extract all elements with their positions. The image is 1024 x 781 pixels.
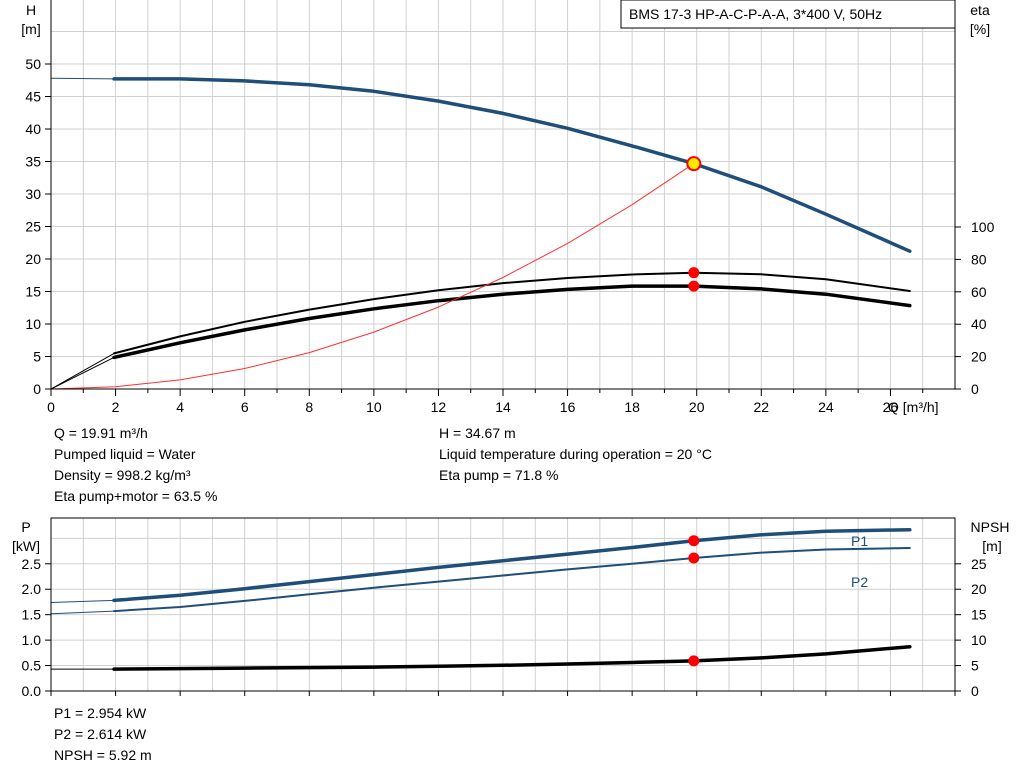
model-label-box (620, 0, 956, 29)
head-curve (112, 77, 912, 253)
x-tick-label: 16 (560, 399, 576, 415)
power-info: P1 = 2.954 kW P2 = 2.614 kW NPSH = 5.92 … (54, 703, 152, 766)
y-left-tick-label: 0.5 (22, 658, 42, 674)
p2-extension-line (50, 610, 115, 615)
operating-point-marker-1 (688, 552, 700, 564)
x-tick-label: 4 (176, 399, 184, 415)
y-right-axis-title: NPSH (971, 519, 1010, 535)
x-tick-label: 22 (753, 399, 769, 415)
eta_total-curve (112, 284, 912, 360)
p1-readout: P1 = 2.954 kW (54, 705, 147, 721)
y-left-tick-label: 1.5 (22, 607, 42, 623)
y-right-tick-label: 20 (971, 581, 987, 597)
y-right-axis-unit: [m] (982, 538, 1001, 554)
power-npsh-axes: 0.0 0.5 1.0 1.5 2.0 2.5 0 5 10 15 20 25 P [kW] NPSH [m] (12, 517, 1010, 699)
y-left-tick-label: 30 (25, 186, 41, 202)
x-tick-label: 10 (366, 399, 382, 415)
y-right-tick-label: 80 (971, 251, 987, 267)
duty-point-marker (686, 156, 702, 172)
y-left-tick-label: 35 (25, 154, 41, 170)
flow-readout: Q = 19.91 m³/h (54, 425, 148, 441)
npsh-readout: NPSH = 5.92 m (54, 747, 152, 763)
y-left-tick-label: 20 (25, 251, 41, 267)
liquid-temperature-readout: Liquid temperature during operation = 20… (439, 446, 712, 462)
p2-curve (113, 547, 911, 613)
y-right-axis-title: eta (970, 2, 990, 18)
y-left-axis-title: P (21, 519, 30, 535)
y-left-tick-label: 2.0 (22, 581, 42, 597)
p1-extension-line (50, 599, 115, 603)
y-left-tick-label: 50 (25, 56, 41, 72)
x-tick-label: 2 (112, 399, 120, 415)
y-right-tick-label: 25 (971, 556, 987, 572)
x-tick-label: 12 (431, 399, 447, 415)
x-tick-label: 24 (818, 399, 834, 415)
head-readout: H = 34.67 m (439, 425, 516, 441)
y-left-tick-label: 5 (33, 349, 41, 365)
y-right-tick-label: 0 (971, 381, 979, 397)
x-tick-label: 20 (689, 399, 705, 415)
npsh-curve (112, 644, 912, 671)
eta_pump-curve (113, 271, 911, 355)
eta-pump-readout: Eta pump = 71.8 % (439, 467, 559, 483)
x-tick-label: 0 (47, 399, 55, 415)
y-left-tick-label: 2.5 (22, 556, 42, 572)
pumped-liquid-readout: Pumped liquid = Water (54, 446, 196, 462)
y-right-tick-label: 60 (971, 284, 987, 300)
p2-series-label: P2 (851, 574, 868, 590)
operating-point-marker-1 (688, 267, 700, 279)
x-tick-label: 18 (624, 399, 640, 415)
p2-readout: P2 = 2.614 kW (54, 726, 147, 742)
density-readout: Density = 998.2 kg/m³ (54, 467, 191, 483)
operating-point-marker-0 (688, 535, 700, 547)
y-left-tick-label: 10 (25, 316, 41, 332)
pump-curve-grid (51, 0, 956, 389)
y-left-tick-label: 15 (25, 284, 41, 300)
duty-info-right: H = 34.67 m Liquid temperature during op… (439, 423, 712, 486)
pump-curve-series (50, 77, 912, 390)
y-left-tick-label: 45 (25, 89, 41, 105)
pump-curve-axes: 0 2 4 6 8 10 12 14 16 18 20 22 24 2605101520253035404… (21, 0, 995, 415)
y-left-axis-title: H (26, 2, 36, 18)
x-tick-label: 14 (495, 399, 511, 415)
system-curve (50, 163, 695, 390)
x-tick-label: 8 (305, 399, 313, 415)
eta_pump-extension-line (50, 352, 115, 390)
y-right-tick-label: 40 (971, 316, 987, 332)
y-left-tick-label: 0 (33, 381, 41, 397)
x-tick-label: 6 (241, 399, 249, 415)
x-tick-label: 26 (883, 399, 899, 415)
y-left-axis-unit: [kW] (12, 538, 40, 554)
y-left-tick-label: 40 (25, 121, 41, 137)
x-axis-title: Q [m³/h] (888, 399, 939, 415)
head-extension-line (50, 77, 115, 80)
y-right-tick-label: 100 (971, 219, 995, 235)
operating-point-marker-2 (688, 280, 700, 292)
y-right-tick-label: 10 (971, 632, 987, 648)
p1-series-label: P1 (851, 533, 868, 549)
eta_total-extension-line (50, 356, 115, 390)
duty-info-left: Q = 19.91 m³/h Pumped liquid = Water Den… (54, 423, 217, 507)
y-right-tick-label: 5 (971, 658, 979, 674)
y-left-tick-label: 1.0 (22, 632, 42, 648)
operating-point-marker-2 (688, 655, 700, 667)
model-label: BMS 17-3 HP-A-C-P-A-A, 3*400 V, 50Hz (629, 6, 882, 22)
p1-curve (112, 527, 912, 603)
y-left-tick-label: 0.0 (22, 683, 42, 699)
power-npsh-series: P1 P2 (50, 527, 912, 671)
y-right-tick-label: 0 (971, 683, 979, 699)
y-left-axis-unit: [m] (21, 21, 40, 37)
y-right-axis-unit: [%] (970, 21, 990, 37)
y-right-tick-label: 15 (971, 607, 987, 623)
y-left-tick-label: 25 (25, 219, 41, 235)
eta-total-readout: Eta pump+motor = 63.5 % (54, 488, 218, 504)
y-right-tick-label: 20 (971, 349, 987, 365)
